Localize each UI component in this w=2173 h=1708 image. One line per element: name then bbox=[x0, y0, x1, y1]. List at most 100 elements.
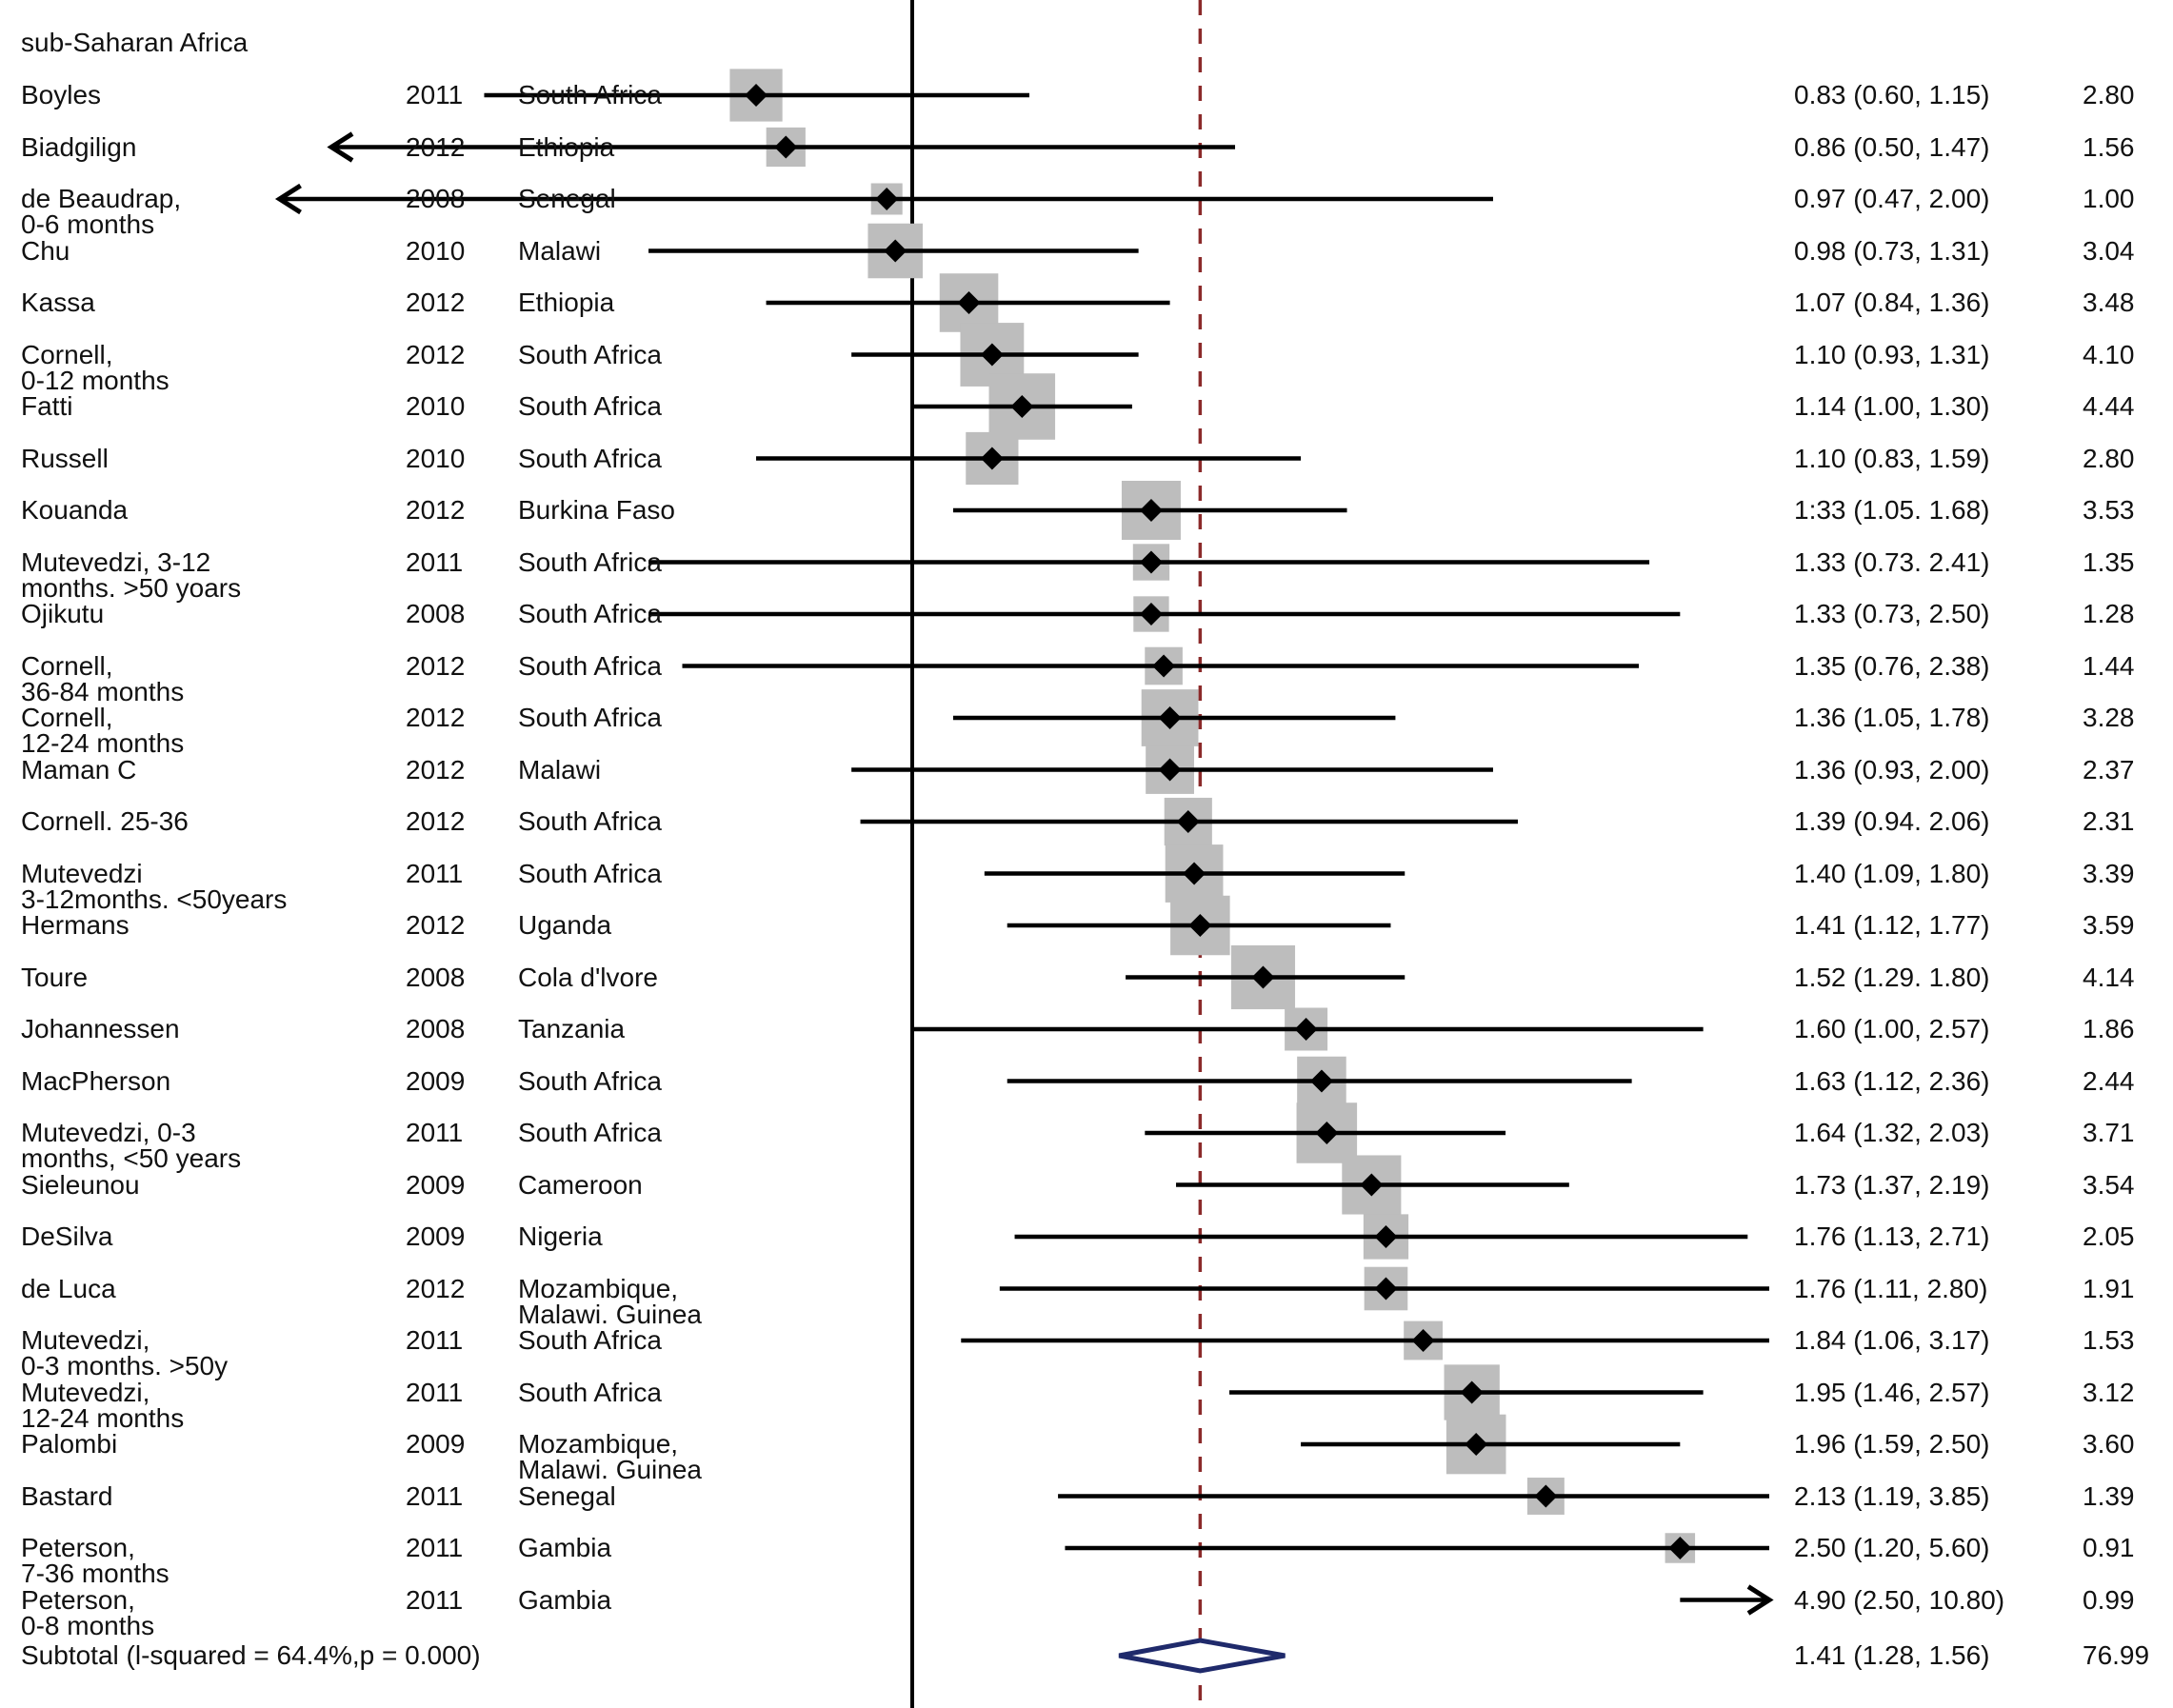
study-country: South Africa bbox=[518, 443, 662, 473]
study-es-ci: 1.36 (0.93, 2.00) bbox=[1794, 754, 1990, 784]
study-year: 2011 bbox=[406, 858, 464, 888]
study-country: South Africa bbox=[518, 1065, 662, 1096]
study-country: South Africa bbox=[518, 806, 662, 836]
study-year: 2009 bbox=[406, 1429, 466, 1459]
study-country: Ethiopia bbox=[518, 288, 615, 317]
point-estimate-marker bbox=[1374, 1277, 1398, 1301]
study-year: 2011 bbox=[406, 1377, 464, 1407]
study-weight: 1.44 bbox=[2083, 650, 2135, 681]
study-year: 2009 bbox=[406, 1221, 466, 1251]
study-country: South Africa bbox=[518, 703, 662, 732]
study-year: 2011 bbox=[406, 1533, 464, 1562]
point-estimate-marker bbox=[980, 447, 1004, 470]
study-year: 2008 bbox=[406, 184, 466, 213]
study-year: 2009 bbox=[406, 1169, 466, 1200]
point-estimate-marker bbox=[884, 239, 907, 263]
study-country: Tanzania bbox=[518, 1014, 626, 1043]
study-author: Sieleunou bbox=[21, 1169, 140, 1200]
study-author: Mutevedzi, 0-3 bbox=[21, 1118, 196, 1147]
study-weight: 3.59 bbox=[2083, 910, 2135, 940]
study-weight: 3.12 bbox=[2083, 1377, 2135, 1407]
study-year: 2011 bbox=[406, 546, 464, 577]
study-es-ci: 1.14 (1.00, 1.30) bbox=[1794, 391, 1990, 421]
study-author: 12-24 months bbox=[21, 1402, 185, 1433]
study-es-ci: 1.63 (1.12, 2.36) bbox=[1794, 1065, 1990, 1096]
study-es-ci: 1.10 (0.83, 1.59) bbox=[1794, 443, 1990, 473]
study-weight: 2.31 bbox=[2083, 806, 2135, 836]
study-es-ci: 1.52 (1.29. 1.80) bbox=[1794, 962, 1990, 992]
study-es-ci: 2.13 (1.19, 3.85) bbox=[1794, 1480, 1990, 1511]
point-estimate-marker bbox=[1139, 499, 1163, 522]
study-weight: 1.35 bbox=[2083, 546, 2135, 577]
study-country: Mozambique, bbox=[518, 1273, 679, 1303]
study-weight: 0.91 bbox=[2083, 1533, 2135, 1562]
study-author: 7-36 months bbox=[21, 1559, 169, 1588]
study-country: Cola d'lvore bbox=[518, 962, 658, 992]
point-estimate-marker bbox=[1374, 1225, 1398, 1248]
study-author: Mutevedzi, 3-12 bbox=[21, 546, 211, 577]
study-weight: 2.44 bbox=[2083, 1065, 2135, 1096]
study-es-ci: 1.39 (0.94. 2.06) bbox=[1794, 806, 1990, 836]
study-author: de Beaudrap, bbox=[21, 184, 182, 213]
ci-arrow-right bbox=[1746, 1584, 1774, 1616]
study-author: DeSilva bbox=[21, 1221, 113, 1251]
study-author: Mutevedzi bbox=[21, 858, 143, 888]
study-author: Cornell. 25-36 bbox=[21, 806, 189, 836]
study-author: Chu bbox=[21, 235, 70, 266]
study-weight: 1.53 bbox=[2083, 1325, 2135, 1355]
study-weight: 2.80 bbox=[2083, 80, 2135, 109]
study-year: 2012 bbox=[406, 754, 466, 784]
point-estimate-marker bbox=[1315, 1122, 1339, 1144]
study-es-ci: 1.84 (1.06, 3.17) bbox=[1794, 1325, 1990, 1355]
ci-arrow-left bbox=[327, 131, 354, 163]
study-es-ci: 1.40 (1.09, 1.80) bbox=[1794, 858, 1990, 888]
study-weight: 1.39 bbox=[2083, 1480, 2135, 1511]
point-estimate-marker bbox=[1139, 550, 1163, 574]
point-estimate-marker bbox=[1139, 603, 1163, 626]
study-country: Malawi. Guinea bbox=[518, 1299, 702, 1329]
study-author: Hermans bbox=[21, 910, 130, 940]
study-country: Senegal bbox=[518, 184, 616, 213]
study-author: Mutevedzi, bbox=[21, 1325, 150, 1355]
study-country: South Africa bbox=[518, 391, 662, 421]
study-author: 12-24 months bbox=[21, 728, 185, 758]
study-weight: 1.56 bbox=[2083, 131, 2135, 162]
study-author: Fatti bbox=[21, 391, 73, 421]
study-author: Bastard bbox=[21, 1480, 113, 1511]
study-year: 2012 bbox=[406, 288, 466, 317]
study-year: 2010 bbox=[406, 443, 466, 473]
study-author: Cornell, bbox=[21, 650, 113, 681]
study-year: 2008 bbox=[406, 599, 466, 628]
study-weight: 3.71 bbox=[2083, 1118, 2135, 1147]
study-year: 2012 bbox=[406, 650, 466, 681]
study-es-ci: 1.76 (1.13, 2.71) bbox=[1794, 1221, 1990, 1251]
study-author: 0-8 months bbox=[21, 1610, 155, 1640]
study-author: Boyles bbox=[21, 80, 102, 109]
study-author: Russell bbox=[21, 443, 109, 473]
study-year: 2012 bbox=[406, 131, 466, 162]
study-author: 0-12 months bbox=[21, 365, 169, 395]
study-year: 2012 bbox=[406, 806, 466, 836]
study-es-ci: 2.50 (1.20, 5.60) bbox=[1794, 1533, 1990, 1562]
point-estimate-marker bbox=[1183, 862, 1206, 885]
point-estimate-marker bbox=[1158, 758, 1182, 782]
study-author: 0-3 months. >50y bbox=[21, 1351, 229, 1380]
study-year: 2011 bbox=[406, 1584, 464, 1615]
study-country: Gambia bbox=[518, 1533, 612, 1562]
study-country: South Africa bbox=[518, 1377, 662, 1407]
point-estimate-marker bbox=[1465, 1433, 1488, 1456]
study-author: Johannessen bbox=[21, 1014, 180, 1043]
subtotal-diamond bbox=[1118, 1638, 1286, 1674]
study-weight: 3.39 bbox=[2083, 858, 2135, 888]
study-es-ci: 1.60 (1.00, 2.57) bbox=[1794, 1014, 1990, 1043]
point-estimate-marker bbox=[1152, 654, 1176, 678]
study-year: 2008 bbox=[406, 1014, 466, 1043]
study-author: 36-84 months bbox=[21, 676, 185, 706]
study-weight: 1.00 bbox=[2083, 184, 2135, 213]
study-author: 0-6 months bbox=[21, 209, 155, 239]
study-country: South Africa bbox=[518, 858, 662, 888]
point-estimate-marker bbox=[1411, 1329, 1435, 1352]
study-weight: 0.99 bbox=[2083, 1584, 2135, 1615]
